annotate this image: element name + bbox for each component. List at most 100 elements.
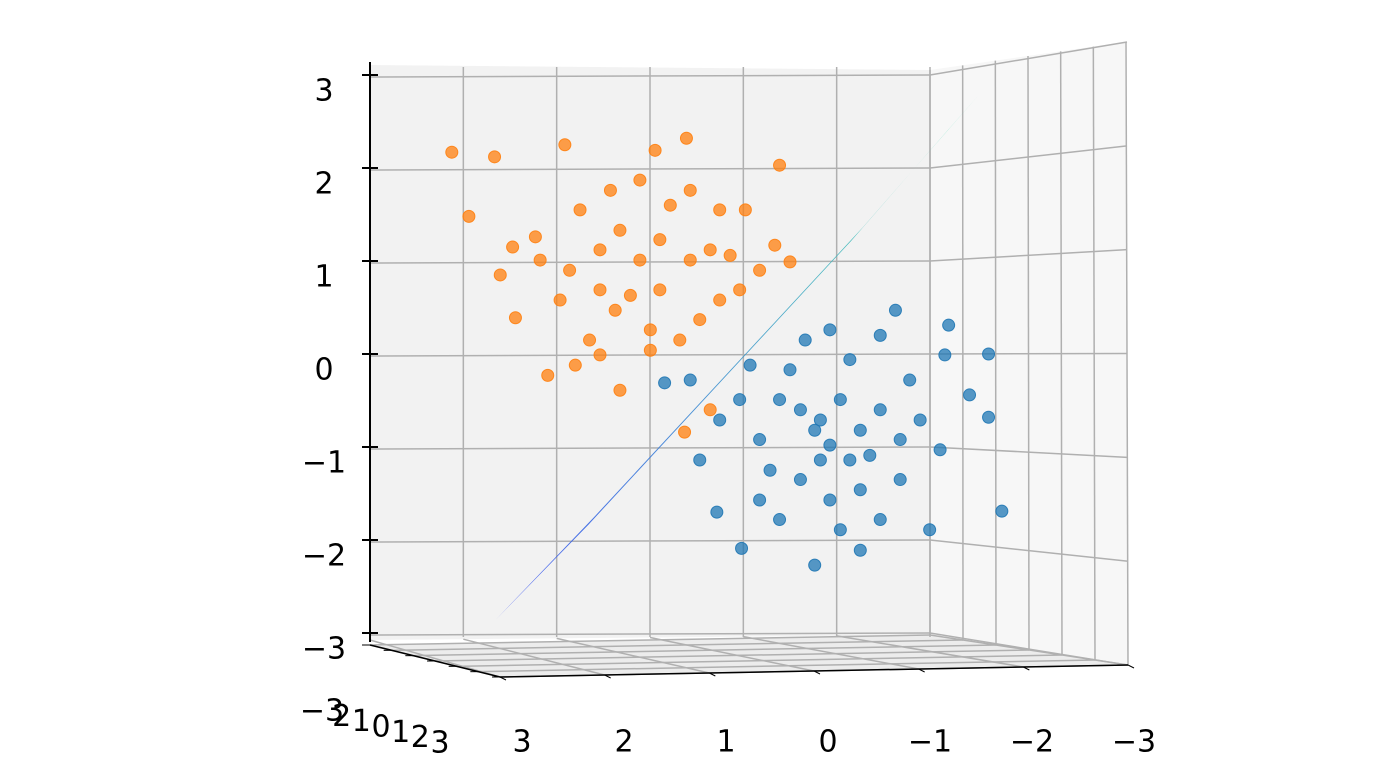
y-tick-label: 2 [411, 720, 430, 755]
point [753, 493, 767, 507]
point [808, 423, 822, 437]
point [583, 333, 597, 347]
point [738, 203, 752, 217]
point [568, 358, 582, 372]
point [693, 313, 707, 327]
point [508, 311, 522, 325]
point [623, 288, 637, 302]
grid-line [1027, 55, 1030, 651]
point [893, 433, 907, 447]
grid-line [369, 639, 501, 678]
x-tick-label: 0 [818, 725, 837, 760]
point [703, 243, 717, 257]
grid-line [1125, 41, 1129, 666]
point [853, 483, 867, 497]
point [963, 388, 977, 402]
z-tick-label: 2 [314, 167, 333, 202]
grid-line [369, 634, 931, 646]
point [853, 543, 867, 557]
point [942, 318, 956, 332]
z-tick-label: −1 [302, 446, 346, 481]
point [813, 453, 827, 467]
point [863, 448, 877, 462]
point [995, 504, 1009, 518]
z-tick-label: −2 [302, 539, 346, 574]
point [783, 363, 797, 377]
point [493, 268, 507, 282]
point [643, 343, 657, 357]
point [833, 523, 847, 537]
point [773, 393, 787, 407]
point [445, 145, 459, 159]
point [823, 438, 837, 452]
point [813, 413, 827, 427]
point [798, 333, 812, 347]
point [982, 347, 996, 361]
point [713, 413, 727, 427]
point [683, 183, 697, 197]
point [833, 393, 847, 407]
point [823, 493, 837, 507]
point [888, 303, 902, 317]
point [593, 283, 607, 297]
tick [499, 676, 507, 681]
point [753, 433, 767, 447]
grid-line [434, 649, 1030, 662]
point [873, 403, 887, 417]
point [541, 368, 555, 382]
x-tick-label: −3 [1112, 725, 1156, 760]
point [608, 303, 622, 317]
point [733, 283, 747, 297]
tick [604, 674, 611, 679]
point [923, 523, 937, 537]
z-tick-label: 3 [314, 74, 333, 109]
point [553, 293, 567, 307]
z-tick-label: 0 [314, 353, 333, 388]
point [653, 233, 667, 247]
point [658, 376, 672, 390]
point [982, 410, 996, 424]
point [683, 253, 697, 267]
y-tick-label: 2 [332, 699, 351, 734]
point [683, 373, 697, 387]
point [633, 253, 647, 267]
z-tick-label: 1 [314, 260, 333, 295]
point [603, 183, 617, 197]
y-tick-label: 3 [430, 726, 449, 761]
point [643, 323, 657, 337]
point [735, 541, 749, 555]
point [793, 403, 807, 417]
point [663, 198, 677, 212]
x-tick-label: −1 [908, 725, 952, 760]
tick [1127, 664, 1135, 669]
point [533, 253, 547, 267]
point [713, 203, 727, 217]
point [678, 425, 692, 439]
point [593, 348, 607, 362]
point [773, 513, 787, 527]
point [710, 505, 724, 519]
grid-line [994, 60, 997, 646]
plot-area [445, 93, 1009, 620]
grid-line [456, 654, 1063, 668]
grid-line [369, 74, 931, 78]
y-tick-label: 1 [391, 715, 410, 750]
point [506, 240, 520, 254]
grid-line [1092, 46, 1096, 661]
point [753, 263, 767, 277]
point [783, 255, 797, 269]
point [673, 333, 687, 347]
point [713, 293, 727, 307]
point [703, 403, 717, 417]
point [773, 158, 787, 172]
point [843, 453, 857, 467]
point [633, 173, 647, 187]
point [613, 223, 627, 237]
grid-line [478, 659, 1096, 673]
point [648, 143, 662, 157]
point [843, 353, 857, 367]
grid-line [1059, 51, 1063, 656]
grid-line [391, 639, 964, 652]
